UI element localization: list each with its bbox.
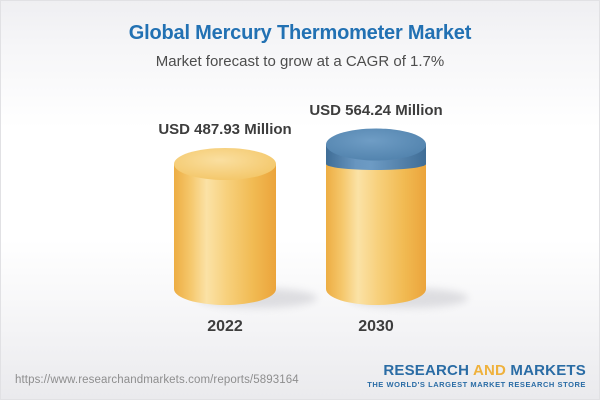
logo-wordmark: RESEARCH AND MARKETS [367,363,586,378]
bar-value-label-2022: USD 487.93 Million [158,121,292,138]
bar-value-label-2030: USD 564.24 Million [309,101,443,119]
bar-2022-top [174,148,276,180]
logo-tagline: THE WORLD'S LARGEST MARKET RESEARCH STOR… [367,380,586,389]
chart-title: Global Mercury Thermometer Market [128,22,472,44]
bar-2030-top [326,128,426,161]
researchandmarkets-logo: RESEARCH AND MARKETS THE WORLD'S LARGEST… [367,363,586,389]
logo-word-markets: MARKETS [510,362,586,379]
logo-word-and: AND [472,362,507,379]
logo-word-research: RESEARCH [383,362,470,379]
bar-category-label-2030: 2030 [358,318,394,335]
bar-category-label-2022: 2022 [207,318,243,335]
bar-2030-body [326,164,426,305]
bar-2022-body [174,164,276,305]
source-url: https://www.researchandmarkets.com/repor… [15,374,299,386]
chart-subtitle: Market forecast to grow at a CAGR of 1.7… [155,53,445,70]
